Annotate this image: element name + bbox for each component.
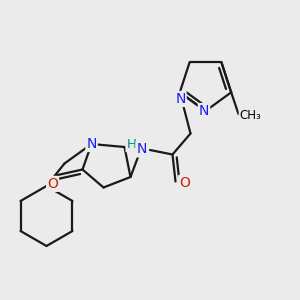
Text: N: N [86,137,97,151]
Text: N: N [136,142,147,156]
Text: N: N [175,92,186,106]
Text: O: O [179,176,190,190]
Text: N: N [199,104,209,118]
Text: H: H [127,138,136,151]
Text: O: O [47,177,58,191]
Text: CH₃: CH₃ [240,109,261,122]
